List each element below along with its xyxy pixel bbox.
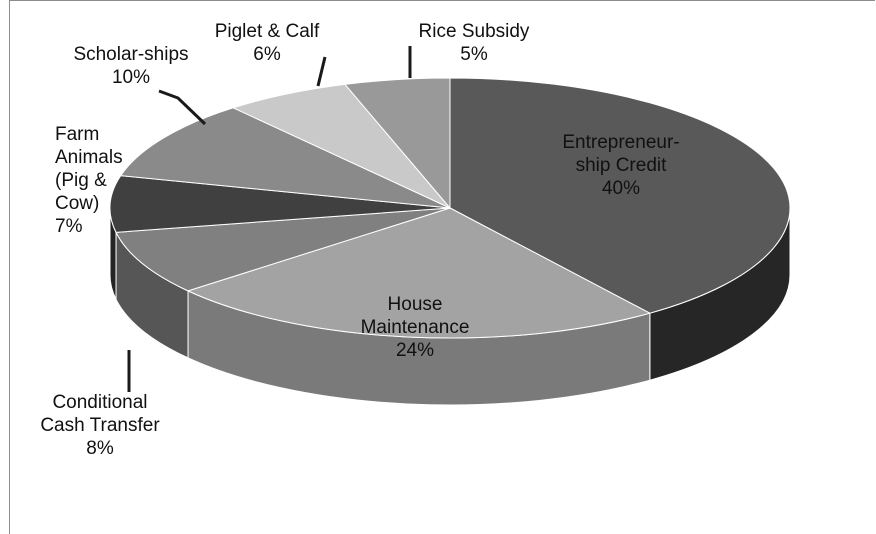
- pie-slice-farm-animals-pig-cow-: [109, 175, 451, 233]
- data-label-piglet-calf: Piglet & Calf 6%: [215, 21, 320, 65]
- data-label-entrepreneurship-credit: Entrepreneur-ship Credit 40%: [562, 132, 679, 199]
- data-label-farm-animals-pig-cow-: Farm Animals (Pig & Cow) 7%: [55, 124, 123, 237]
- pie-slice-entrepreneurship-credit: [449, 77, 791, 314]
- data-label-house-maintenance: House Maintenance 24%: [361, 294, 470, 361]
- data-label-rice-subsidy: Rice Subsidy 5%: [419, 21, 530, 65]
- data-label-conditional-cash-transfer: Conditional Cash Transfer 8%: [40, 392, 160, 459]
- pie-slice-house-maintenance: [186, 207, 652, 339]
- pie-top-faces: [109, 77, 791, 339]
- leader-line-piglet-calf: [316, 56, 327, 87]
- leader-line-scholar-ships: [158, 89, 207, 126]
- data-label-scholar-ships: Scholar-ships 10%: [73, 44, 188, 88]
- pie-slice-scholar-ships: [119, 107, 451, 209]
- pie-slice-rice-subsidy: [343, 77, 451, 210]
- pie-slice-piglet-calf: [231, 83, 451, 209]
- pie-slice-conditional-cash-transfer: [115, 207, 451, 292]
